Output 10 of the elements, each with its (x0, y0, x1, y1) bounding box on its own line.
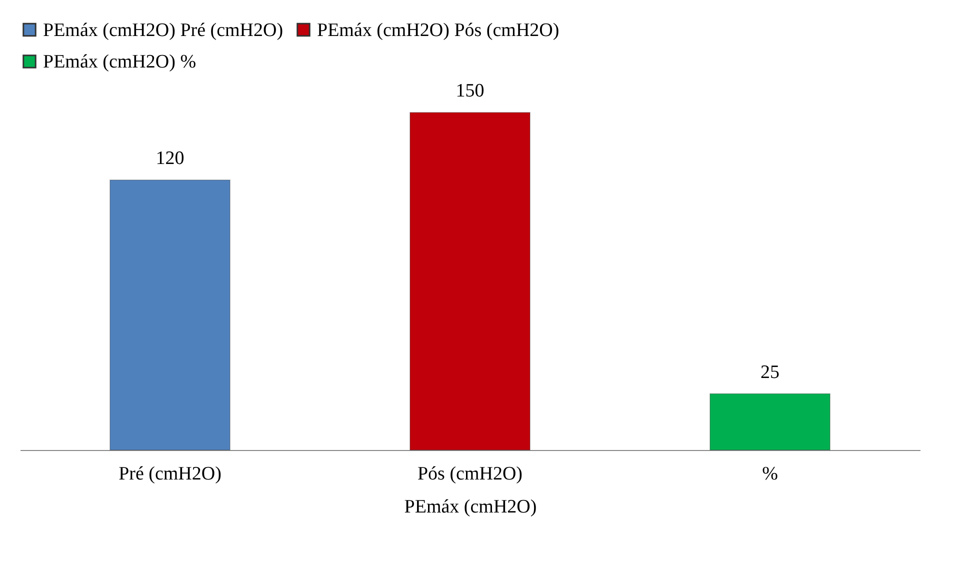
x-tick-label: Pré (cmH2O) (118, 464, 222, 484)
x-tick-label: Pós (cmH2O) (417, 464, 523, 484)
x-tick-label: % (762, 464, 778, 484)
data-label: 120 (156, 148, 184, 169)
data-label: 150 (456, 80, 484, 102)
x-axis-title: PEmáx (cmH2O) (404, 496, 537, 518)
legend-label: PEmáx (cmH2O) Pós (cmH2O) (317, 20, 560, 41)
legend-label: PEmáx (cmH2O) Pré (cmH2O) (43, 20, 284, 41)
legend-label: PEmáx (cmH2O) % (43, 52, 196, 72)
data-label: 25 (760, 362, 780, 383)
